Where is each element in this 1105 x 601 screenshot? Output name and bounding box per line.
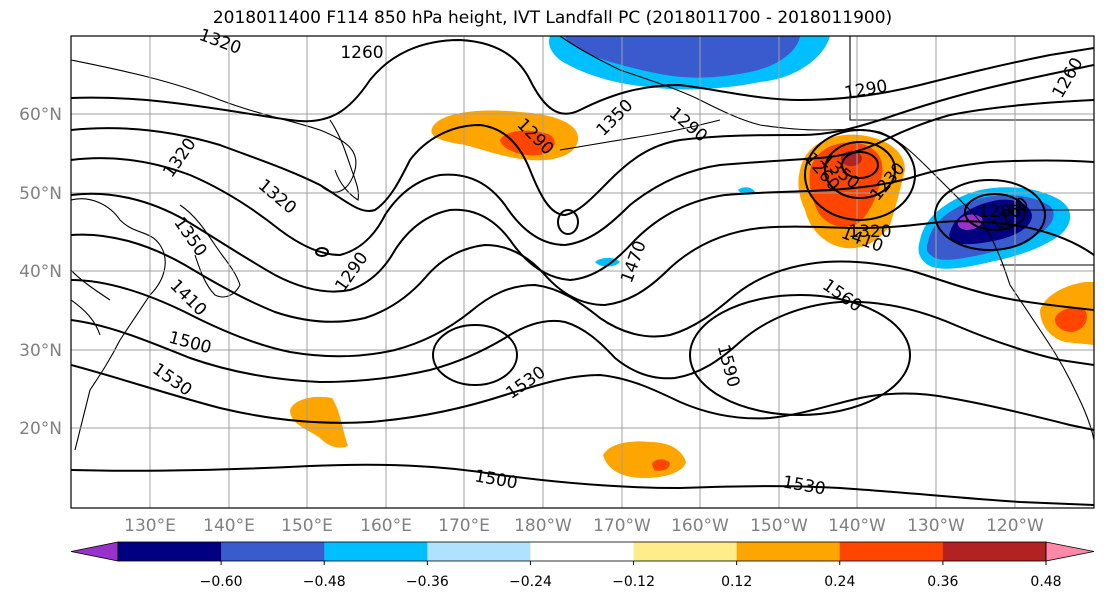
colorbar-swatch bbox=[530, 542, 635, 561]
longitude-labels: 130°E 140°E 150°E 160°E 170°E 180°W 170°W 160°W… bbox=[124, 516, 1044, 536]
contour-label: 1320 bbox=[848, 222, 891, 242]
colorbar-outline bbox=[117, 541, 1047, 562]
coastline-aleutians bbox=[559, 119, 721, 151]
contour bbox=[315, 247, 329, 257]
contour-label: 1260 bbox=[340, 43, 383, 63]
colorbar-extend-high bbox=[1045, 541, 1095, 562]
colorbar-swatch bbox=[221, 542, 325, 561]
colorbar-tick-label: 0.36 bbox=[927, 574, 958, 590]
longitude-label: 130°W bbox=[907, 516, 965, 536]
longitude-label: 120°W bbox=[986, 516, 1044, 536]
colorbar-swatch bbox=[942, 542, 1047, 561]
contour bbox=[934, 179, 1046, 251]
longitude-label: 160°W bbox=[671, 516, 729, 536]
height-contours bbox=[71, 38, 1094, 506]
contour bbox=[71, 64, 1094, 217]
colorbar-tick-label: −0.24 bbox=[509, 574, 552, 590]
colorbar: −0.60 −0.48 −0.36 −0.24 −0.12 0.12 0.24 0.36 0.4… bbox=[70, 541, 1095, 590]
contour bbox=[804, 129, 916, 221]
latitude-label: 50°N bbox=[19, 184, 62, 204]
contour bbox=[71, 260, 1094, 358]
latitude-label: 40°N bbox=[19, 262, 62, 282]
latitude-label: 30°N bbox=[19, 341, 62, 361]
colorbar-extend-low bbox=[70, 541, 119, 562]
colorbar-swatch bbox=[427, 542, 531, 561]
contour bbox=[557, 209, 579, 235]
longitude-label: 170°W bbox=[593, 516, 651, 536]
contour bbox=[71, 463, 1094, 506]
ivt-positive-nw-core bbox=[500, 130, 555, 156]
contour bbox=[71, 159, 1094, 293]
ivt-positive-ca-core bbox=[1054, 307, 1087, 332]
colorbar-tick-label: 0.12 bbox=[721, 574, 752, 590]
border-lines bbox=[849, 36, 1094, 266]
coastline-na-west bbox=[929, 169, 1094, 441]
contour bbox=[71, 300, 1094, 384]
contour bbox=[71, 99, 1094, 257]
contour bbox=[689, 294, 911, 416]
map-frame-bg bbox=[71, 36, 1094, 508]
contour-label: 1280 bbox=[978, 202, 1021, 222]
contour bbox=[71, 220, 1094, 323]
colorbar-tick-label: −0.12 bbox=[612, 574, 655, 590]
ivt-positive-goa-core bbox=[809, 142, 883, 227]
colorbar-tick-label: 0.48 bbox=[1030, 574, 1061, 590]
colorbar-swatch bbox=[118, 542, 222, 561]
colorbar-tick-label: −0.48 bbox=[303, 574, 346, 590]
ivt-negative-north-core bbox=[565, 36, 800, 78]
longitude-label: 140°W bbox=[828, 516, 886, 536]
contour bbox=[71, 364, 1094, 431]
longitude-label: 160°E bbox=[360, 516, 412, 536]
longitude-label: 180°W bbox=[514, 516, 572, 536]
colorbar-swatch bbox=[324, 542, 428, 561]
colorbar-tick-label: −0.60 bbox=[200, 574, 243, 590]
gridlines bbox=[71, 36, 1094, 508]
colorbar-swatch bbox=[633, 542, 738, 561]
contour bbox=[824, 141, 896, 199]
longitude-label: 140°E bbox=[203, 516, 255, 536]
map-title: 2018011400 F114 850 hPa height, IVT Land… bbox=[212, 8, 893, 28]
longitude-label: 150°W bbox=[750, 516, 808, 536]
contour bbox=[841, 151, 879, 179]
latitude-labels: 60°N 50°N 40°N 30°N 20°N bbox=[19, 105, 62, 439]
contour bbox=[964, 193, 1026, 231]
latitude-label: 60°N bbox=[19, 105, 62, 125]
latitude-label: 20°N bbox=[19, 419, 62, 439]
contour bbox=[71, 38, 1094, 123]
colorbar-tick-label: −0.36 bbox=[406, 574, 449, 590]
coastline-kamchatka bbox=[329, 119, 359, 201]
colorbar-swatch bbox=[736, 542, 841, 561]
map-border bbox=[70, 35, 1095, 509]
contour bbox=[432, 324, 518, 386]
ivt-positive-tropic-e-core bbox=[652, 459, 670, 471]
longitude-label: 170°E bbox=[438, 516, 490, 536]
longitude-label: 150°E bbox=[281, 516, 333, 536]
coastline-siberia bbox=[71, 59, 357, 193]
colorbar-swatch bbox=[839, 542, 944, 561]
longitude-label: 130°E bbox=[124, 516, 176, 536]
colorbar-tick-label: 0.24 bbox=[824, 574, 855, 590]
